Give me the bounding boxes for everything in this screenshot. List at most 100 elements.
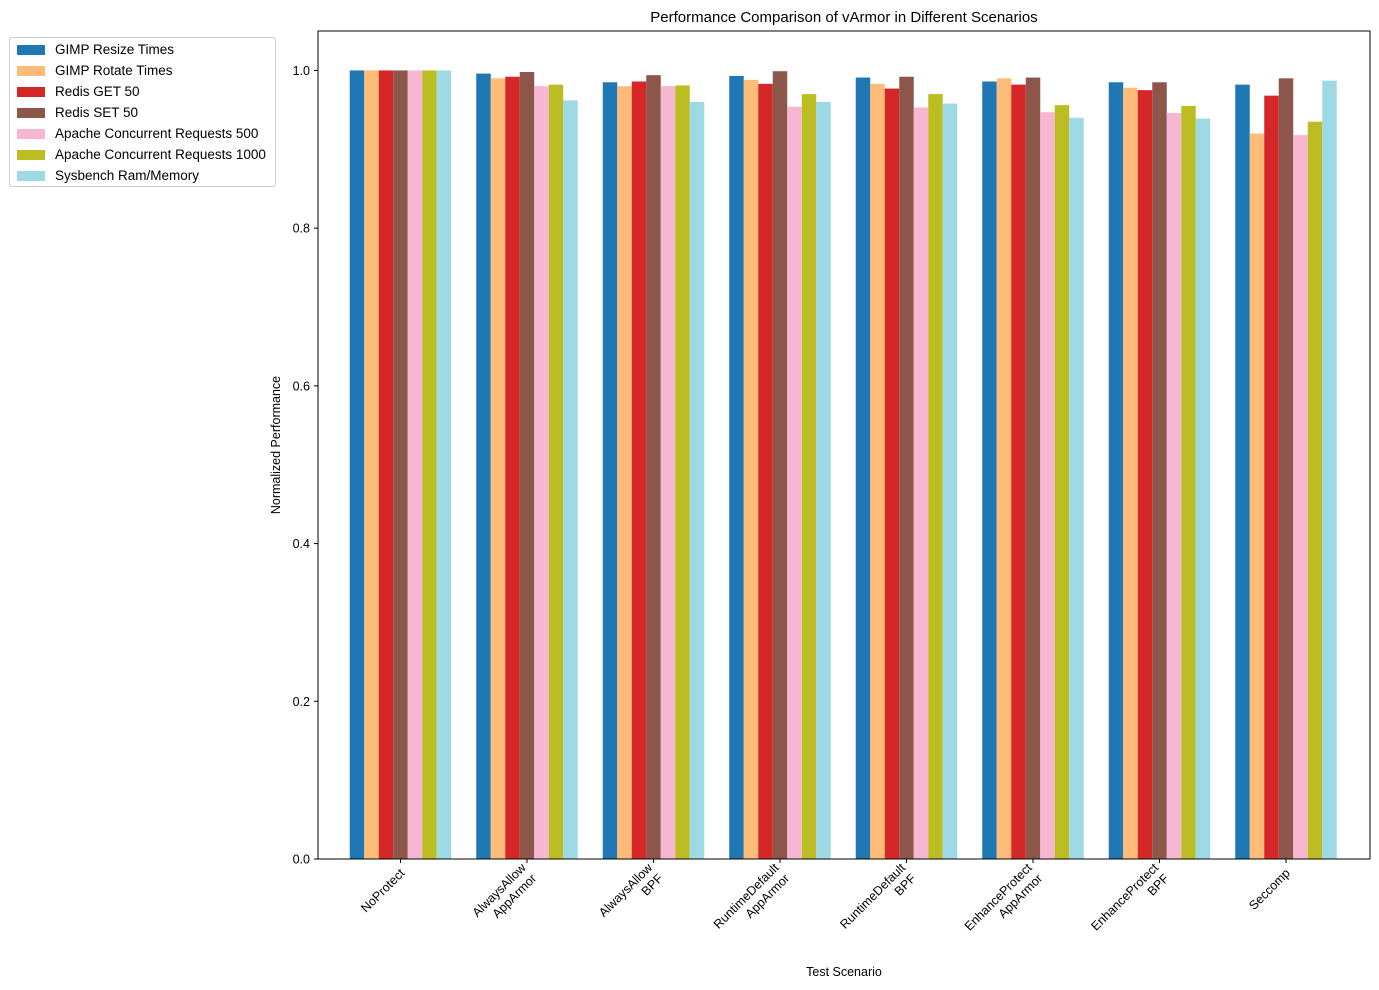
bar [1123,87,1138,859]
bar [1249,133,1265,859]
legend-label: Redis GET 50 [55,84,140,99]
bar [436,70,452,860]
x-tick-label: EnhanceProtectAppArmor [962,860,1046,944]
bar [548,84,564,860]
legend-label: Apache Concurrent Requests 500 [55,126,259,141]
bar [490,78,506,859]
bar [505,76,520,860]
bar [1108,82,1124,859]
y-tick-label: 0.8 [293,222,310,236]
legend-item: GIMP Rotate Times [17,60,173,81]
legend-swatch [17,107,45,118]
x-tick-label-line: Seccomp [1246,866,1293,913]
legend-swatch [17,86,45,97]
bar [743,79,759,859]
legend-item: Redis GET 50 [17,81,140,102]
plot-frame [317,30,1371,860]
bar [1137,90,1153,859]
y-tick-label: 0.2 [293,695,310,709]
bar [1166,113,1182,859]
bar [1181,105,1196,859]
x-axis-label: Test Scenario [806,965,882,979]
bar [816,101,831,860]
bar [534,86,549,859]
bar [982,81,997,860]
bar [1235,84,1250,860]
legend-item: GIMP Resize Times [17,39,174,60]
bar [1195,118,1211,859]
bar [1264,95,1279,859]
legend-swatch [17,149,45,160]
bar [1025,77,1041,859]
bar [772,71,788,860]
bar [1307,121,1323,859]
bar [631,81,647,860]
y-axis: 0.0 0.2 0.4 0.6 0.8 1.0 [293,64,318,867]
bar [646,75,661,859]
legend-item: Apache Concurrent Requests 1000 [17,144,266,165]
bar [378,70,394,860]
y-axis-label: Normalized Performance [269,376,283,514]
bar [422,70,437,860]
legend-label: GIMP Rotate Times [55,63,173,78]
bar [928,94,943,860]
y-tick-label: 1.0 [293,64,310,78]
bar [1054,105,1070,859]
y-tick-label: 0.4 [293,537,310,551]
bar [942,103,958,860]
bar [349,70,365,860]
bar [855,77,871,859]
legend-label: Sysbench Ram/Memory [55,168,200,183]
bar [519,72,535,859]
bar [870,83,885,859]
bar [393,70,408,860]
x-tick-label-line: EnhanceProtect [1088,860,1161,933]
legend-label: Redis SET 50 [55,105,139,120]
bar [1278,78,1294,859]
bar [617,86,632,859]
legend-label: Apache Concurrent Requests 1000 [55,147,266,162]
y-tick-label: 0.0 [293,853,310,867]
x-tick-label: AlwaysAllowAppArmor [470,860,540,930]
bar [1293,135,1308,860]
x-axis: NoProtect AlwaysAllowAppArmor AlwaysAllowB… [358,859,1293,944]
bar [758,83,773,859]
legend-item: Redis SET 50 [17,102,138,123]
bar [913,107,929,860]
legend-swatch [17,44,45,55]
legend-item: Sysbench Ram/Memory [17,165,199,186]
legend-swatch [17,128,45,139]
bar [602,82,618,859]
x-tick-label: RuntimeDefaultBPF [837,860,919,942]
legend-swatch [17,170,45,181]
bar [1322,80,1337,860]
legend-item: Apache Concurrent Requests 500 [17,123,258,144]
bar [899,76,914,860]
bars-layer [349,70,1337,860]
x-tick-label: NoProtect [358,866,408,916]
legend-swatch [17,65,45,76]
bar [1152,82,1167,859]
bar [407,70,423,860]
bar [729,75,744,859]
x-tick-label: EnhanceProtectBPF [1088,860,1172,944]
x-tick-label-line: NoProtect [358,866,408,916]
bar [1069,117,1084,860]
legend-label: GIMP Resize Times [55,42,175,57]
bar [563,100,578,859]
y-tick-label: 0.6 [293,379,310,393]
bar [660,86,676,859]
x-tick-label: Seccomp [1246,866,1293,913]
chart-title: Performance Comparison of vArmor in Diff… [650,9,1037,26]
bar [476,73,491,859]
x-tick-label: RuntimeDefaultAppArmor [711,860,793,942]
bar [884,88,900,859]
legend: GIMP Resize Times GIMP Rotate Times Redis … [9,37,276,187]
bar [787,106,802,859]
bar [364,70,379,860]
bar [1011,84,1026,860]
x-tick-label: AlwaysAllowBPF [596,860,666,930]
bar [1040,112,1055,860]
bar [801,94,817,860]
bar [675,85,690,859]
